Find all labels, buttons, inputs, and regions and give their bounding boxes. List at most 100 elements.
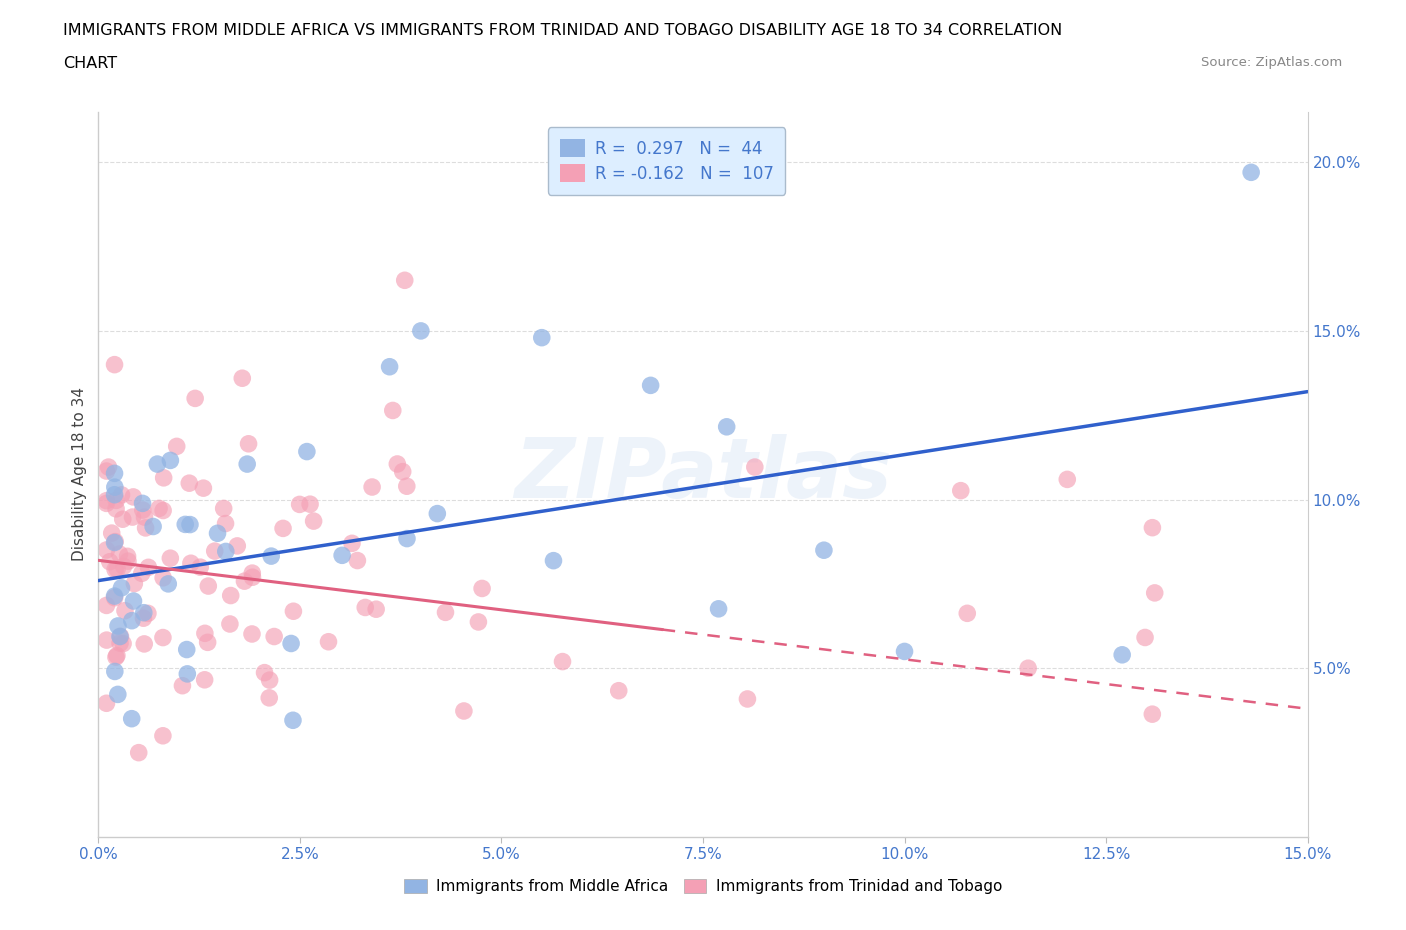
Point	[737, 692, 759, 707]
Point	[157, 577, 180, 591]
Point	[260, 549, 283, 564]
Point	[1133, 630, 1156, 644]
Point	[124, 577, 146, 591]
Point	[172, 678, 194, 693]
Point	[426, 506, 449, 521]
Point	[302, 513, 325, 528]
Point	[219, 617, 242, 631]
Point	[98, 554, 121, 569]
Point	[1143, 586, 1166, 601]
Point	[179, 476, 201, 491]
Point	[104, 534, 127, 549]
Point	[96, 598, 118, 613]
Point	[212, 501, 235, 516]
Point	[152, 503, 174, 518]
Point	[184, 391, 207, 405]
Point	[121, 711, 143, 726]
Point	[288, 497, 311, 512]
Point	[271, 521, 294, 536]
Point	[467, 615, 489, 630]
Point	[122, 489, 145, 504]
Point	[96, 632, 118, 647]
Point	[134, 510, 156, 525]
Point	[340, 536, 363, 551]
Point	[104, 650, 127, 665]
Point	[194, 672, 217, 687]
Point	[107, 618, 129, 633]
Point	[128, 745, 150, 760]
Point	[381, 403, 404, 418]
Text: ZIPatlas: ZIPatlas	[515, 433, 891, 515]
Point	[179, 517, 201, 532]
Point	[361, 480, 384, 495]
Point	[105, 562, 128, 577]
Point	[471, 581, 494, 596]
Point	[283, 604, 305, 618]
Point	[214, 516, 236, 531]
Point	[110, 487, 132, 502]
Point	[148, 501, 170, 516]
Point	[378, 359, 401, 374]
Point	[105, 501, 128, 516]
Point	[110, 580, 132, 595]
Point	[108, 547, 131, 562]
Point	[530, 330, 553, 345]
Point	[122, 593, 145, 608]
Point	[233, 574, 256, 589]
Point	[159, 453, 181, 468]
Point	[204, 544, 226, 559]
Text: CHART: CHART	[63, 56, 117, 71]
Point	[259, 672, 281, 687]
Point	[280, 636, 302, 651]
Point	[813, 543, 835, 558]
Point	[103, 466, 125, 481]
Point	[152, 728, 174, 743]
Point	[391, 464, 413, 479]
Point	[240, 565, 263, 580]
Y-axis label: Disability Age 18 to 34: Disability Age 18 to 34	[72, 387, 87, 562]
Point	[395, 479, 418, 494]
Point	[105, 493, 128, 508]
Point	[107, 687, 129, 702]
Point	[117, 549, 139, 564]
Legend: Immigrants from Middle Africa, Immigrants from Trinidad and Tobago: Immigrants from Middle Africa, Immigrant…	[396, 871, 1010, 902]
Point	[1142, 707, 1164, 722]
Point	[104, 562, 127, 577]
Point	[166, 439, 188, 454]
Point	[131, 566, 153, 581]
Point	[387, 457, 409, 472]
Point	[242, 570, 264, 585]
Point	[1111, 647, 1133, 662]
Point	[146, 457, 169, 472]
Point	[299, 497, 322, 512]
Point	[366, 602, 388, 617]
Point	[117, 553, 139, 568]
Point	[112, 559, 135, 574]
Point	[174, 517, 197, 532]
Point	[96, 696, 118, 711]
Point	[108, 636, 131, 651]
Point	[131, 496, 153, 511]
Point	[121, 613, 143, 628]
Point	[152, 471, 174, 485]
Point	[956, 605, 979, 620]
Point	[136, 606, 159, 621]
Point	[132, 611, 155, 626]
Point	[96, 493, 118, 508]
Point	[346, 553, 368, 568]
Point	[132, 605, 155, 620]
Point	[108, 629, 131, 644]
Point	[707, 602, 730, 617]
Point	[240, 627, 263, 642]
Point	[257, 690, 280, 705]
Point	[96, 542, 118, 557]
Point	[716, 419, 738, 434]
Point	[215, 544, 238, 559]
Point	[104, 480, 127, 495]
Point	[180, 556, 202, 571]
Point	[152, 631, 174, 645]
Point	[330, 548, 353, 563]
Point	[104, 591, 127, 605]
Point	[1240, 165, 1263, 179]
Point	[176, 642, 198, 657]
